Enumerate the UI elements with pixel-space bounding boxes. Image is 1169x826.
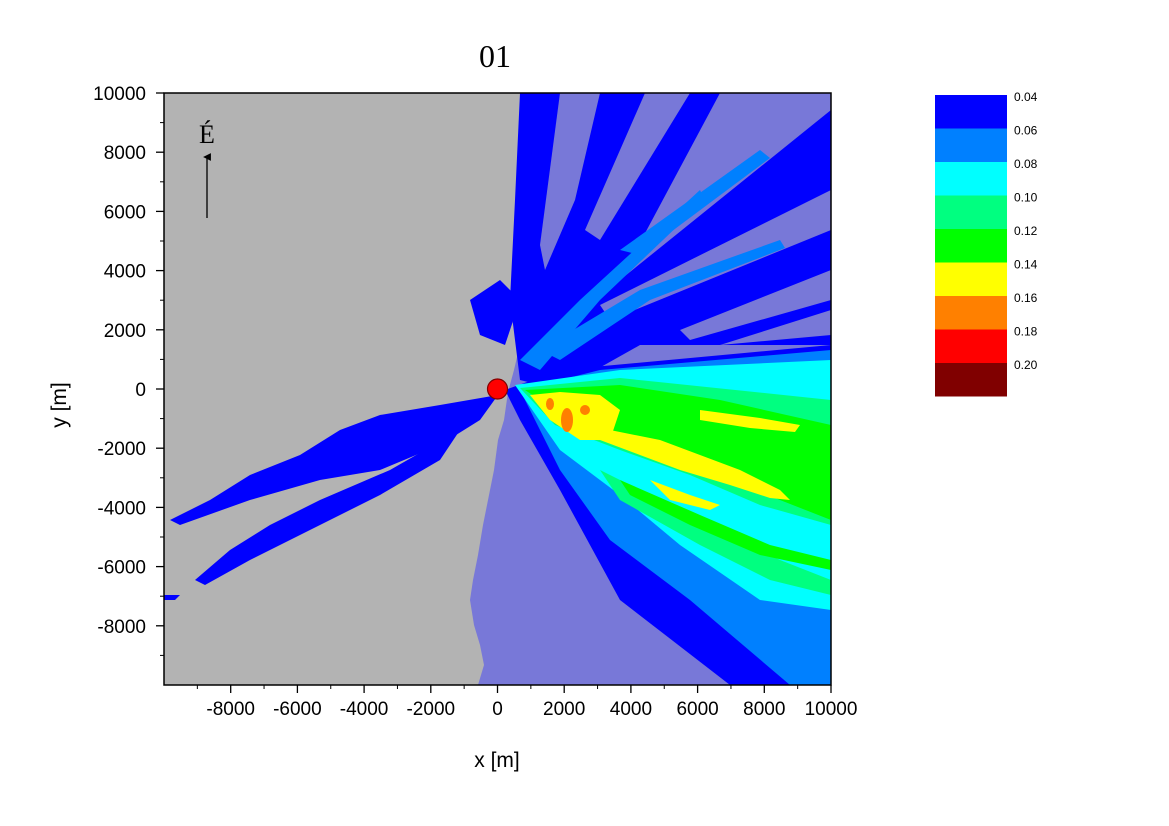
x-tick-label: 0 [492,699,503,720]
x-axis-label: x [m] [474,749,520,772]
north-label: É [199,120,215,149]
y-tick-label: 10000 [93,84,146,105]
x-tick-label: 10000 [805,699,858,720]
x-tick-label: 4000 [610,699,652,720]
colorbar-swatch [935,329,1007,363]
colorbar-swatch [935,296,1007,330]
y-tick-label: -2000 [97,439,146,460]
colorbar: 0.04 0.06 0.08 0.10 0.12 0.14 0.16 0.18 0.20 [935,90,1038,397]
x-tick-label: -4000 [340,699,389,720]
colorbar-swatch [935,229,1007,263]
colorbar-label: 0.20 [1014,358,1038,372]
colorbar-label: 0.10 [1014,191,1038,205]
colorbar-label: 0.12 [1014,224,1038,238]
x-tick-label: -2000 [406,699,455,720]
contour-band-0.16 [546,398,590,432]
colorbar-label: 0.04 [1014,90,1038,104]
y-tick-label: 0 [135,380,146,401]
x-tick-label: -8000 [206,699,255,720]
x-tick-label: -6000 [273,699,322,720]
colorbar-label: 0.18 [1014,325,1038,339]
y-tick-label: 8000 [104,143,146,164]
colorbar-swatch [935,262,1007,296]
x-tick-label: 6000 [676,699,718,720]
x-axis: -8000 -6000 -4000 -2000 0 2000 4000 6000 8000 100… [196,685,858,720]
colorbar-swatch [935,95,1007,129]
plot-field: É [164,93,831,685]
y-tick-label: -6000 [97,558,146,579]
x-tick-label: 2000 [543,699,585,720]
colorbar-swatch [935,162,1007,196]
colorbar-swatch [935,195,1007,229]
colorbar-label: 0.14 [1014,258,1038,272]
y-tick-label: 4000 [104,262,146,283]
y-tick-label: 2000 [104,321,146,342]
y-axis: 10000 8000 6000 4000 2000 0 -2000 -4000 -6000 -80… [93,84,164,656]
y-tick-label: -8000 [97,617,146,638]
colorbar-label: 0.16 [1014,291,1038,305]
colorbar-label: 0.06 [1014,124,1038,138]
colorbar-swatch [935,363,1007,397]
colorbar-swatch [935,128,1007,162]
y-axis-label: y [m] [48,382,71,428]
chart-title: 01 [479,38,511,74]
x-tick-label: 8000 [743,699,785,720]
colorbar-label: 0.08 [1014,157,1038,171]
source-marker [486,378,509,400]
y-tick-label: -4000 [97,498,146,519]
y-tick-label: 6000 [104,202,146,223]
